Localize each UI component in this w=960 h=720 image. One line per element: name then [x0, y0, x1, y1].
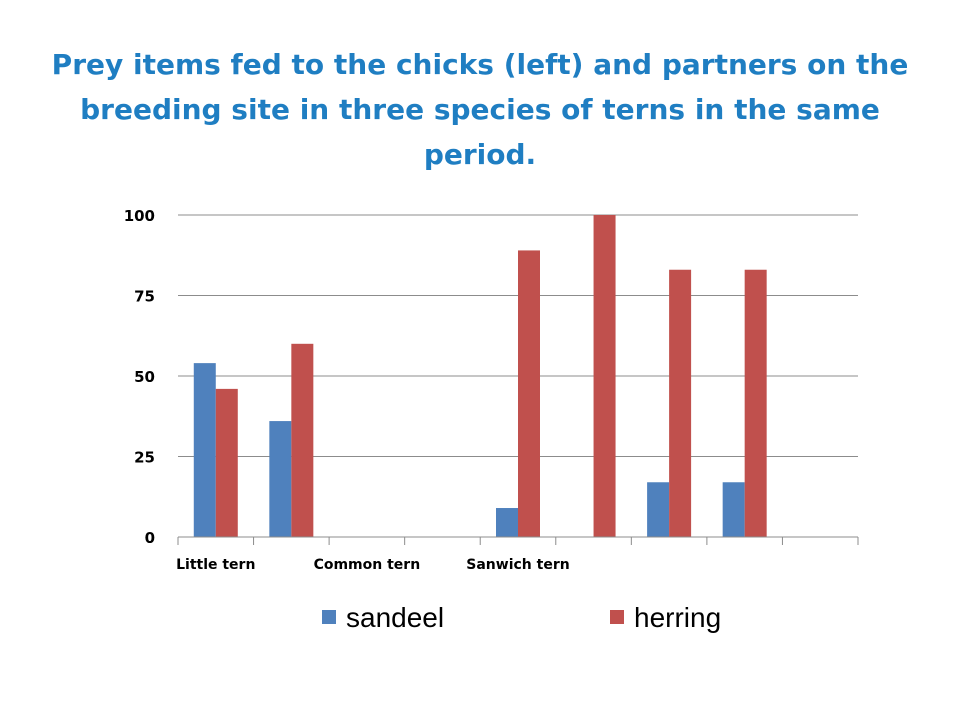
legend: sandeel herring: [322, 602, 721, 633]
x-category-label: Common tern: [314, 557, 421, 573]
bars: [193, 215, 767, 538]
y-tick-label: 0: [145, 529, 155, 547]
legend-label-herring: herring: [634, 602, 721, 633]
bar-sandeel: [269, 421, 292, 537]
bar-herring: [593, 215, 616, 537]
y-tick-label: 75: [134, 288, 155, 306]
bar-herring: [744, 269, 767, 537]
bar-herring: [291, 343, 314, 537]
legend-label-sandeel: sandeel: [346, 602, 444, 633]
bar-sandeel: [647, 482, 670, 537]
x-axis-category-labels: Little tern Common tern Sanwich tern: [176, 557, 570, 573]
bar-sandeel: [496, 508, 518, 537]
x-category-label: Little tern: [176, 557, 255, 573]
x-axis: [177, 536, 859, 545]
bar-herring: [215, 388, 238, 537]
bar-herring: [518, 250, 540, 538]
bar-sandeel: [193, 363, 216, 537]
slide-title: Prey items fed to the chicks (left) and …: [51, 48, 909, 171]
legend-swatch-herring: [610, 610, 624, 624]
x-category-label: Sanwich tern: [466, 557, 569, 573]
y-tick-label: 100: [124, 207, 155, 225]
y-tick-label: 25: [134, 449, 155, 467]
bar-herring: [669, 269, 692, 537]
y-axis-tick-labels: 0 25 50 75 100: [124, 207, 155, 547]
bar-sandeel: [722, 482, 745, 537]
legend-swatch-sandeel: [322, 610, 336, 624]
y-tick-label: 50: [134, 368, 155, 386]
